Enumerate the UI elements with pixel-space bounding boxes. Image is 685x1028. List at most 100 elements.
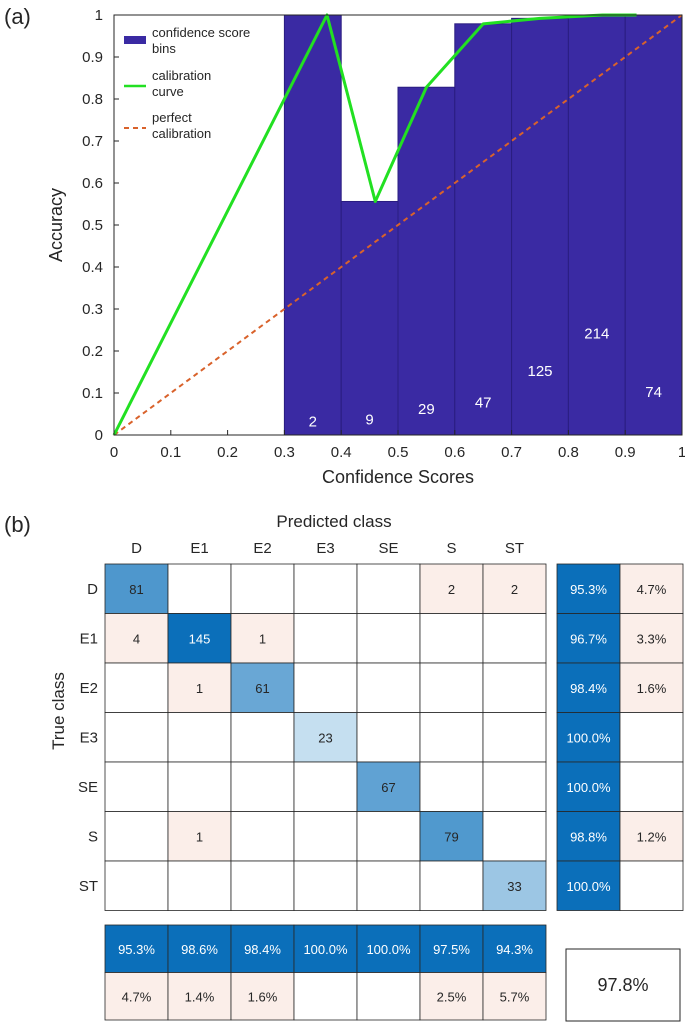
bin-bar [567,14,626,436]
x-tick-label: 0.7 [501,444,522,461]
row-summary-cell [556,860,621,911]
true-class-label: ST [79,878,98,895]
matrix-cell [293,712,358,763]
y-ticks: 0 0.1 0.2 0.3 0.4 0.5 0.6 0.7 0.8 0.9 1 [82,7,119,444]
column-summary-value: 95.3% [118,942,155,957]
bin-count-label: 125 [527,363,552,380]
matrix-cell [356,860,421,911]
matrix-cell [167,712,232,763]
predicted-class-label: E3 [316,540,334,557]
matrix-cell-value: 2 [511,582,518,597]
bin-bar [454,23,513,436]
true-class-label: E1 [80,630,98,647]
bin-count-label: 47 [475,395,492,412]
matrix-cell [356,613,421,664]
matrix-cell [419,662,484,713]
row-summary-value: 1.6% [637,681,667,696]
x-tick-label: 0.1 [160,444,181,461]
column-summary-value: 98.6% [181,942,218,957]
true-class-label: E3 [80,729,98,746]
matrix-cell [482,712,547,763]
predicted-class-label: E1 [190,540,208,557]
matrix-cell [482,613,547,664]
column-summary-value: 2.5% [437,989,467,1004]
matrix-cell [104,860,169,911]
bin-count-label: 214 [584,325,609,342]
matrix-cell-value: 1 [196,681,203,696]
matrix-cell-value: 23 [318,730,332,745]
overall-accuracy-frame [565,948,681,1022]
row-summary-cell [556,613,621,664]
row-summary-value: 1.2% [637,829,667,844]
x-axis-label: Confidence Scores [322,467,474,487]
y-tick-label: 1 [95,7,103,24]
matrix-cell [419,712,484,763]
column-summary-cell [104,972,169,1021]
legend-bins-label: confidence score bins [152,25,254,56]
overall-accuracy-box: 97.8% [565,948,681,1022]
row-summary: 95.3% 4.7% 96.7% 3.3% 98.4% 1.6% 100.0% 100.0% 9… [556,563,684,911]
confusion-matrix: D E1 E2 E3 SE S ST D E1 E2 E3 SE S ST 81 2 2 4 145 1 1 61 23 67… [78,540,547,911]
y-tick-label: 0.6 [82,175,103,192]
y-tick-label: 0.4 [82,259,103,276]
matrix-cell [356,563,421,614]
row-summary-cell [556,662,621,713]
row-summary-value: 100.0% [566,730,611,745]
legend-bins-line1: confidence score [152,25,250,40]
row-summary-cell [619,761,684,812]
row-summary-value: 98.8% [570,829,607,844]
matrix-cell [293,563,358,614]
column-summary-value: 5.7% [500,989,530,1004]
matrix-cell [419,811,484,862]
column-summary-value: 1.6% [248,989,278,1004]
true-class-label: True class [49,672,68,750]
matrix-cell [104,712,169,763]
x-tick-label: 0.3 [274,444,295,461]
matrix-cell [230,662,295,713]
y-tick-label: 0.7 [82,133,103,150]
predicted-class-label: S [446,540,456,557]
x-tick-label: 1 [678,444,685,461]
matrix-cell-value: 145 [189,631,211,646]
row-summary-cell [619,613,684,664]
bins-group [283,14,683,436]
matrix-cell [482,563,547,614]
column-summary-value: 1.4% [185,989,215,1004]
y-tick-label: 0 [95,427,103,444]
matrix-cell-value: 2 [448,582,455,597]
legend-perfect-line1: perfect [152,110,192,125]
row-summary-value: 100.0% [566,780,611,795]
bin-bar [283,14,342,436]
column-summary-cell [293,972,358,1021]
matrix-cell [482,811,547,862]
matrix-cell [356,761,421,812]
x-tick-label: 0.6 [444,444,465,461]
column-summary-value: 94.3% [496,942,533,957]
matrix-cell [482,662,547,713]
matrix-cell [167,860,232,911]
row-summary-cell [619,860,684,911]
perfect-calibration-line [113,14,683,436]
matrix-cell [293,811,358,862]
matrix-cell [167,761,232,812]
legend-calibration-label: calibration curve [152,68,215,99]
bin-count-label: 74 [645,384,662,401]
matrix-cell-value: 61 [255,681,269,696]
bin-count-label: 29 [418,401,435,418]
row-summary-value: 98.4% [570,681,607,696]
matrix-cell-value: 67 [381,780,395,795]
y-tick-label: 0.8 [82,91,103,108]
matrix-cell [230,860,295,911]
column-summary-cell [356,972,421,1021]
matrix-cell [356,712,421,763]
matrix-cell [104,761,169,812]
matrix-cell-value: 4 [133,631,140,646]
matrix-cell [419,563,484,614]
bin-count-label: 2 [309,414,317,431]
matrix-cell [293,860,358,911]
column-summary-cell [419,972,484,1021]
matrix-cell [482,860,547,911]
x-tick-label: 0.8 [558,444,579,461]
matrix-cell-value: 1 [259,631,266,646]
